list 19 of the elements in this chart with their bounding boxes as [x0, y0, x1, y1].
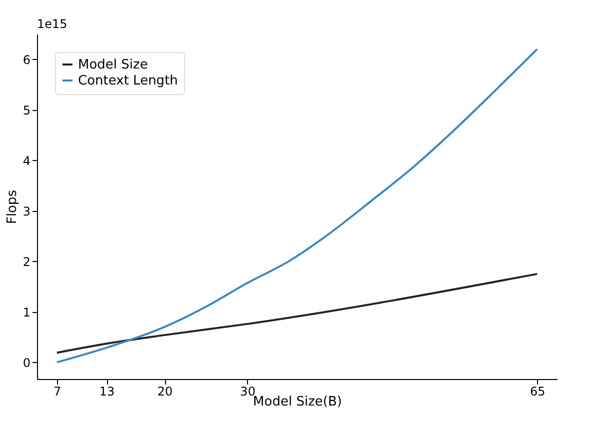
- y-tick-label: 5: [22, 103, 30, 118]
- x-tick-label: 30: [240, 384, 256, 398]
- y-axis-title: Flops: [4, 190, 20, 224]
- line-series: [56, 272, 538, 354]
- y-tick-label: 1: [22, 305, 30, 320]
- text: 1e15: [37, 17, 68, 31]
- x-tick-label: 13: [99, 384, 115, 398]
- y-tick-label: 3: [22, 204, 30, 218]
- line-series: [56, 48, 538, 364]
- y-tick-label: 6: [22, 52, 30, 67]
- x-axis-title: Model Size(B): [253, 394, 342, 410]
- x-tick-label: 7: [54, 384, 62, 398]
- legend-label: Context Length: [78, 74, 178, 88]
- legend-label: Model Size: [78, 58, 148, 72]
- y-tick-label: 0: [22, 356, 30, 370]
- y-tick-label: 4: [22, 154, 30, 168]
- x-tick-label: 65: [530, 384, 546, 398]
- y-tick-label: 2: [22, 254, 30, 269]
- x-tick-label: 20: [157, 384, 173, 398]
